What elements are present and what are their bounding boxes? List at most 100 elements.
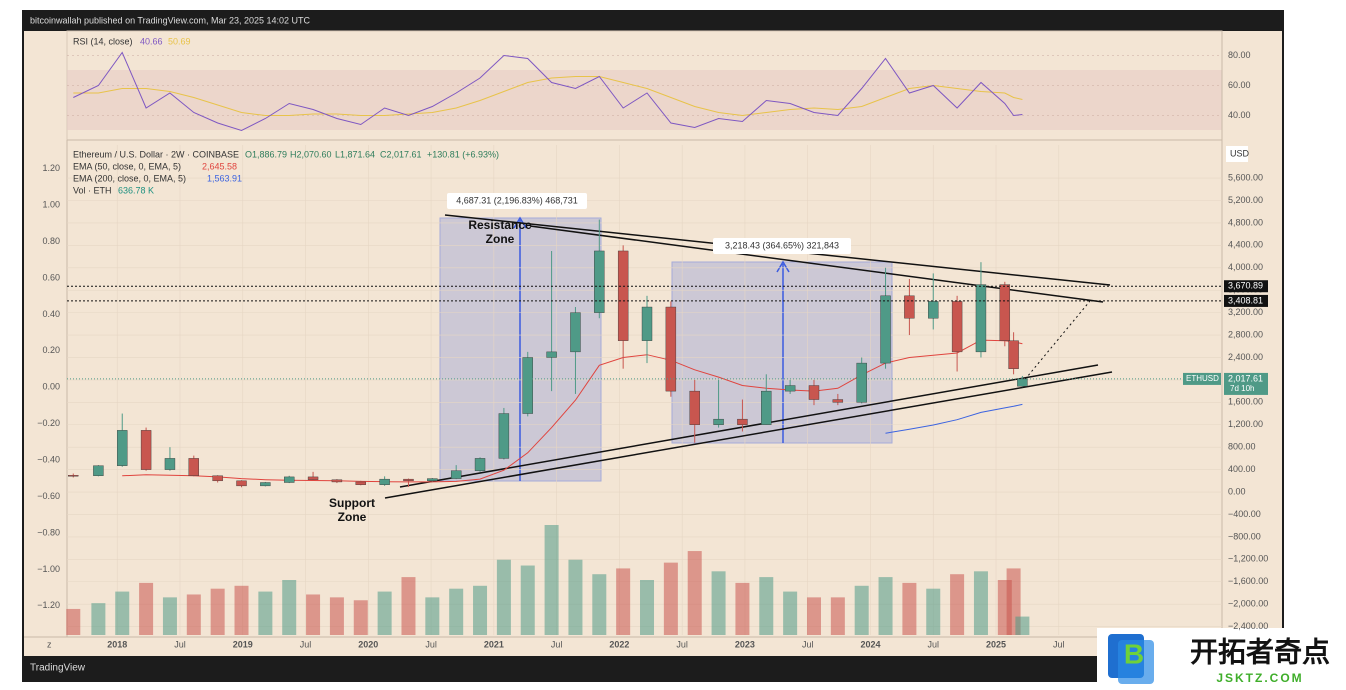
candle-body xyxy=(164,458,176,470)
candle-body xyxy=(999,284,1011,341)
x-tick-label: 2024 xyxy=(860,639,880,649)
volume-bar xyxy=(210,588,225,635)
arrow-head xyxy=(513,216,527,229)
y2-tick-label: 0.80 xyxy=(42,236,60,246)
measure-text: 4,687.31 (2,196.83%) 468,731 xyxy=(456,195,578,205)
volume-bar xyxy=(830,597,845,635)
brand: TradingView xyxy=(30,663,86,674)
volume-bar xyxy=(783,591,798,635)
ema200-value: 1,563.91 xyxy=(207,173,242,183)
rsi-line xyxy=(73,51,1023,132)
level-label: 3,408.81 xyxy=(1228,295,1263,305)
volume-legend: Vol · ETH xyxy=(73,185,112,195)
candle-body xyxy=(355,481,366,485)
x-tick-label: 2021 xyxy=(484,639,504,649)
y-tick-label: 3,200.00 xyxy=(1228,307,1263,317)
candle-body xyxy=(928,301,939,319)
volume-bar xyxy=(1015,616,1030,635)
candle-body xyxy=(665,306,677,392)
candle-body xyxy=(522,357,533,414)
candle-body xyxy=(975,284,987,353)
candle-body xyxy=(546,351,557,358)
y2-tick-label: −1.20 xyxy=(37,600,60,610)
countdown: 7d 10h xyxy=(1230,384,1254,393)
volume-bar xyxy=(544,525,559,635)
measure-tag xyxy=(447,193,587,209)
candle-body xyxy=(784,385,796,392)
measure-tag xyxy=(713,238,851,254)
support-line xyxy=(399,364,1099,488)
volume-bar xyxy=(759,577,774,635)
volume-bar xyxy=(449,588,464,635)
rsi-band xyxy=(67,70,1222,130)
y2-tick-label: 0.40 xyxy=(42,309,60,319)
change: +130.81 (+6.93%) xyxy=(427,149,499,159)
arrow-head xyxy=(776,260,790,273)
level-tag xyxy=(1224,280,1268,293)
rsi-value: 40.66 xyxy=(140,36,163,46)
y2-tick-label: 0.00 xyxy=(42,382,60,392)
candle-body xyxy=(617,250,629,341)
candle-body xyxy=(379,478,390,485)
published: bitcoinwallah published on TradingView.c… xyxy=(30,15,310,25)
x-tick-label: Jul xyxy=(802,639,814,649)
y-tick-label: 2,400.00 xyxy=(1228,352,1263,362)
watermark-site: JSKTZ.COM xyxy=(1216,671,1303,685)
rsi-tick-label: 80.00 xyxy=(1228,50,1251,60)
y2-tick-label: 0.60 xyxy=(42,272,60,282)
symbol-label: ETHUSD xyxy=(1186,374,1219,383)
x-tick-label: Jul xyxy=(174,639,186,649)
y-tick-label: 4,000.00 xyxy=(1228,262,1263,272)
candle-body xyxy=(498,413,510,459)
volume-bar xyxy=(520,565,535,635)
x-tick-label: Jul xyxy=(676,639,688,649)
resistance-label: Resistance xyxy=(468,218,532,232)
x-tick-label: Jul xyxy=(927,639,939,649)
rsi-tick-label: 60.00 xyxy=(1228,80,1251,90)
currency: USD xyxy=(1230,148,1250,158)
volume-bar xyxy=(139,582,154,635)
volume-bar xyxy=(950,574,965,635)
zoom: z xyxy=(47,639,52,649)
x-tick-label: Jul xyxy=(1053,639,1065,649)
y2-tick-label: −0.40 xyxy=(37,455,60,465)
ema200-legend: EMA (200, close, 0, EMA, 5) xyxy=(73,173,186,183)
symbol-legend: Ethereum / U.S. Dollar · 2W · COINBASE xyxy=(73,149,239,159)
y-tick-label: 5,600.00 xyxy=(1228,172,1263,182)
candle-body xyxy=(236,480,247,487)
rsi-ma-value: 50.69 xyxy=(168,36,191,46)
watermark-title: 开拓者奇点 xyxy=(1190,636,1330,667)
volume-bar xyxy=(162,597,177,635)
ohlc: H2,070.60 xyxy=(290,149,332,159)
volume-bar xyxy=(616,568,631,635)
volume-bar xyxy=(902,582,917,635)
x-tick-label: 2018 xyxy=(107,639,127,649)
candle-body xyxy=(641,306,653,341)
resistance-label: Zone xyxy=(486,232,515,246)
y-tick-label: 400.00 xyxy=(1228,464,1256,474)
y2-tick-label: −0.60 xyxy=(37,491,60,501)
volume-bar xyxy=(687,551,702,635)
candle-body xyxy=(880,295,891,364)
rsi-ma-line xyxy=(73,76,1023,117)
volume-bar xyxy=(258,591,273,635)
candle-body xyxy=(427,478,438,482)
x-tick-label: Jul xyxy=(300,639,312,649)
support-label: Zone xyxy=(338,510,367,524)
candle-body xyxy=(474,458,486,471)
candle-body xyxy=(1008,340,1019,369)
y2-tick-label: −1.00 xyxy=(37,564,60,574)
candle-body xyxy=(284,476,295,483)
ohlc: C2,017.61 xyxy=(380,149,422,159)
price-tag xyxy=(1224,372,1268,395)
y2-tick-label: 1.20 xyxy=(42,163,60,173)
candle-body xyxy=(307,476,319,480)
measure-box xyxy=(671,261,893,444)
y-tick-label: 4,400.00 xyxy=(1228,240,1263,250)
candle-body xyxy=(331,479,343,483)
plot xyxy=(67,145,1222,635)
x-tick-label: 2020 xyxy=(358,639,378,649)
candle-body xyxy=(93,465,104,476)
